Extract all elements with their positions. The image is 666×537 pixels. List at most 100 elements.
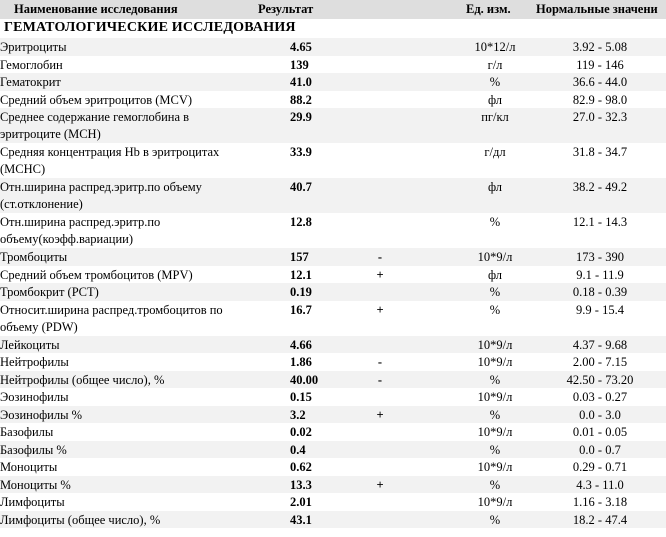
- table-row: Моноциты % 13.3 +% 4.3 - 11.0: [0, 475, 666, 493]
- table-row: Эозинофилы % 3.2 +% 0.0 - 3.0: [0, 405, 666, 423]
- result-unit: фл: [487, 267, 503, 282]
- result-range: 36.6 - 44.0: [572, 75, 628, 89]
- result-range: 4.37 - 9.68: [572, 337, 628, 352]
- result-name: Эритроциты: [0, 40, 67, 54]
- result-name: Эозинофилы %: [0, 407, 83, 422]
- table-row: Среднее содержание гемоглобина в эритроц…: [0, 108, 666, 143]
- result-unit: пг/кл: [481, 110, 509, 124]
- table-row: Средняя концентрация Hb в эритроцитах (M…: [0, 143, 666, 178]
- result-name: Лимфоциты: [0, 495, 65, 509]
- result-range: 0.03 - 0.27: [572, 390, 628, 404]
- result-unit: фл: [487, 92, 503, 107]
- result-name: Гемоглобин: [0, 57, 63, 72]
- result-unit: %: [489, 215, 501, 229]
- result-flag: +: [376, 407, 384, 422]
- table-row: Эритроциты 4.65 10*12/л 3.92 - 5.08: [0, 38, 666, 56]
- result-unit: г/л: [487, 57, 503, 72]
- result-flag: +: [376, 477, 384, 492]
- result-range: 9.9 - 15.4: [576, 302, 624, 317]
- result-range: 0.01 - 0.05: [572, 425, 628, 439]
- table-row: Тромбоциты 157 - 10*9/л 173 - 390: [0, 248, 666, 266]
- table-row: Базофилы 0.02 10*9/л 0.01 - 0.05: [0, 423, 666, 441]
- result-name: Эозинофилы: [0, 390, 69, 404]
- result-range: 0.0 - 0.7: [579, 442, 621, 457]
- result-range: 1.16 - 3.18: [572, 495, 628, 509]
- result-range: 0.0 - 3.0: [579, 407, 621, 422]
- result-range: 27.0 - 32.3: [572, 110, 628, 124]
- table-row: Гемоглобин 139 г/л 119 - 146: [0, 56, 666, 74]
- result-unit: %: [489, 75, 501, 89]
- result-unit: г/дл: [484, 145, 506, 159]
- result-value: 40.7: [290, 180, 312, 194]
- table-row: Базофилы % 0.4% 0.0 - 0.7: [0, 440, 666, 458]
- result-name: Базофилы %: [0, 442, 67, 457]
- result-range: 18.2 - 47.4: [572, 512, 628, 527]
- result-value: 0.19: [290, 285, 312, 299]
- result-unit: %: [489, 512, 501, 527]
- result-value: 12.8: [290, 215, 312, 229]
- result-name: Относит.ширина распред.тромбоцитов по об…: [0, 302, 223, 334]
- result-unit: 10*9/л: [477, 390, 513, 404]
- result-range: 4.3 - 11.0: [576, 477, 624, 492]
- result-range: 31.8 - 34.7: [572, 145, 628, 159]
- result-unit: 10*9/л: [477, 460, 513, 474]
- result-value: 40.00: [290, 372, 319, 387]
- result-range: 9.1 - 11.9: [576, 267, 624, 282]
- result-flag: -: [377, 355, 383, 369]
- table-row: Нейтрофилы (общее число), % 40.00 -% 42.50 …: [0, 370, 666, 388]
- result-name: Нейтрофилы: [0, 355, 69, 369]
- result-unit: %: [489, 442, 501, 457]
- result-value: 13.3: [290, 477, 312, 492]
- result-value: 0.02: [290, 425, 312, 439]
- result-unit: %: [489, 285, 501, 299]
- table-row: Лейкоциты 4.66 10*9/л 4.37 - 9.68: [0, 335, 666, 353]
- table-row: Лимфоциты (общее число), % 43.1% 18.2 - 47…: [0, 510, 666, 528]
- result-range: 0.18 - 0.39: [572, 285, 628, 299]
- result-unit: %: [489, 477, 501, 492]
- result-value: 139: [290, 57, 309, 72]
- result-name: Нейтрофилы (общее число), %: [0, 372, 165, 387]
- result-range: 119 - 146: [576, 57, 624, 72]
- table-row: Лимфоциты 2.01 10*9/л 1.16 - 3.18: [0, 493, 666, 511]
- result-value: 29.9: [290, 110, 312, 124]
- table-row: Эозинофилы 0.15 10*9/л 0.03 - 0.27: [0, 388, 666, 406]
- result-range: 173 - 390: [576, 250, 624, 264]
- result-flag: -: [377, 372, 383, 387]
- result-unit: 10*9/л: [477, 250, 513, 264]
- table-row: Гематокрит 41.0% 36.6 - 44.0: [0, 73, 666, 91]
- result-name: Средний объем эритроцитов (MCV): [0, 92, 193, 107]
- result-value: 41.0: [290, 75, 312, 89]
- section-title: ГЕМАТОЛОГИЧЕСКИЕ ИССЛЕДОВАНИЯ: [4, 20, 296, 35]
- table-row: Тромбокрит (PCT) 0.19% 0.18 - 0.39: [0, 283, 666, 301]
- result-range: 12.1 - 14.3: [572, 215, 628, 229]
- result-name: Лимфоциты (общее число), %: [0, 512, 161, 527]
- result-name: Тромбоциты: [0, 250, 68, 264]
- result-range: 3.92 - 5.08: [572, 40, 628, 54]
- result-name: Средняя концентрация Hb в эритроцитах (M…: [0, 145, 220, 176]
- result-name: Моноциты %: [0, 477, 71, 492]
- result-name: Тромбокрит (PCT): [0, 285, 99, 299]
- table-row: Моноциты 0.62 10*9/л 0.29 - 0.71: [0, 458, 666, 476]
- result-value: 157: [290, 250, 309, 264]
- result-value: 3.2: [290, 407, 306, 422]
- result-unit: 10*9/л: [477, 425, 513, 439]
- result-name: Лейкоциты: [0, 337, 60, 352]
- table-row: Относит.ширина распред.тромбоцитов по об…: [0, 301, 666, 336]
- header-range: Нормальные значени: [536, 2, 658, 16]
- result-value: 0.15: [290, 390, 312, 404]
- result-value: 0.62: [290, 460, 312, 474]
- header-result: Результат: [258, 2, 314, 16]
- result-value: 0.4: [290, 442, 306, 457]
- result-range: 38.2 - 49.2: [572, 180, 628, 194]
- result-unit: %: [489, 302, 501, 317]
- result-unit: фл: [487, 180, 503, 194]
- result-name: Моноциты: [0, 460, 58, 474]
- result-value: 1.86: [290, 355, 312, 369]
- result-unit: 10*12/л: [474, 40, 516, 54]
- result-value: 4.66: [290, 337, 312, 352]
- result-value: 4.65: [290, 40, 312, 54]
- result-value: 88.2: [290, 92, 312, 107]
- result-flag: -: [377, 250, 383, 264]
- result-value: 12.1: [290, 267, 312, 282]
- result-name: Отн.ширина распред.эритр.по объему (ст.о…: [0, 180, 202, 211]
